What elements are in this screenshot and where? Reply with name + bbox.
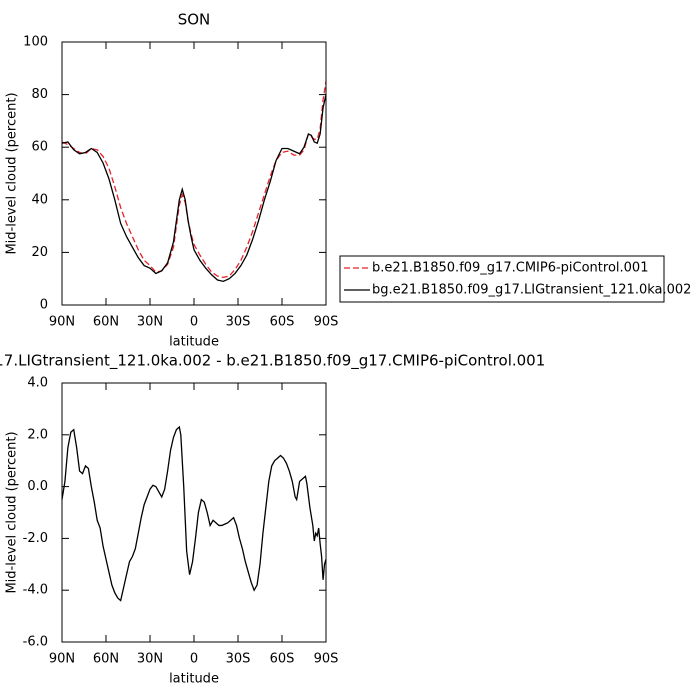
- y-tick-label: 2.0: [27, 427, 48, 442]
- y-tick-label: 0: [40, 298, 48, 313]
- plot-frame: [61, 41, 327, 306]
- x-tick-label: 60N: [93, 315, 119, 330]
- chart-title: SON: [178, 11, 211, 29]
- x-tick-label: 30S: [226, 315, 251, 330]
- legend-box: [339, 255, 665, 303]
- x-tick-label: 30N: [137, 652, 163, 667]
- y-tick-label: 100: [23, 35, 48, 50]
- x-tick-label: 90S: [314, 652, 339, 667]
- x-tick-label: 90N: [49, 652, 75, 667]
- data-line: [61, 94, 327, 283]
- legend-label: b.e21.B1850.f09_g17.CMIP6-piControl.001: [372, 261, 648, 276]
- x-tick-label: 0: [190, 652, 198, 667]
- y-tick-label: -2.0: [23, 531, 48, 546]
- y-axis-label: Mid-level cloud (percent): [5, 92, 20, 254]
- x-tick-label: 90S: [314, 315, 339, 330]
- x-tick-label: 60S: [270, 652, 295, 667]
- x-tick-label: 30N: [137, 315, 163, 330]
- x-tick-label: 30S: [226, 652, 251, 667]
- y-tick-label: 60: [31, 140, 48, 155]
- legend-label: bg.e21.B1850.f09_g17.LIGtransient_121.0k…: [372, 283, 691, 298]
- plot-frame: [61, 382, 327, 643]
- x-tick-label: 90N: [49, 315, 75, 330]
- y-tick-label: 0.0: [27, 479, 48, 494]
- y-tick-label: -4.0: [23, 583, 48, 598]
- x-tick-label: 60S: [270, 315, 295, 330]
- y-axis-label: Mid-level cloud (percent): [5, 431, 20, 593]
- y-tick-label: 40: [31, 192, 48, 207]
- y-tick-label: -6.0: [23, 635, 48, 650]
- data-line: [61, 81, 327, 279]
- x-axis-label: latitude: [169, 335, 219, 350]
- y-tick-label: 20: [31, 245, 48, 260]
- x-axis-label: latitude: [169, 672, 219, 687]
- data-line: [61, 425, 327, 602]
- x-tick-label: 0: [190, 315, 198, 330]
- y-tick-label: 4.0: [27, 376, 48, 391]
- chart-title: bg.e21.B1850.f09_g17.LIGtransient_121.0k…: [0, 352, 545, 371]
- x-tick-label: 60N: [93, 652, 119, 667]
- y-tick-label: 80: [31, 87, 48, 102]
